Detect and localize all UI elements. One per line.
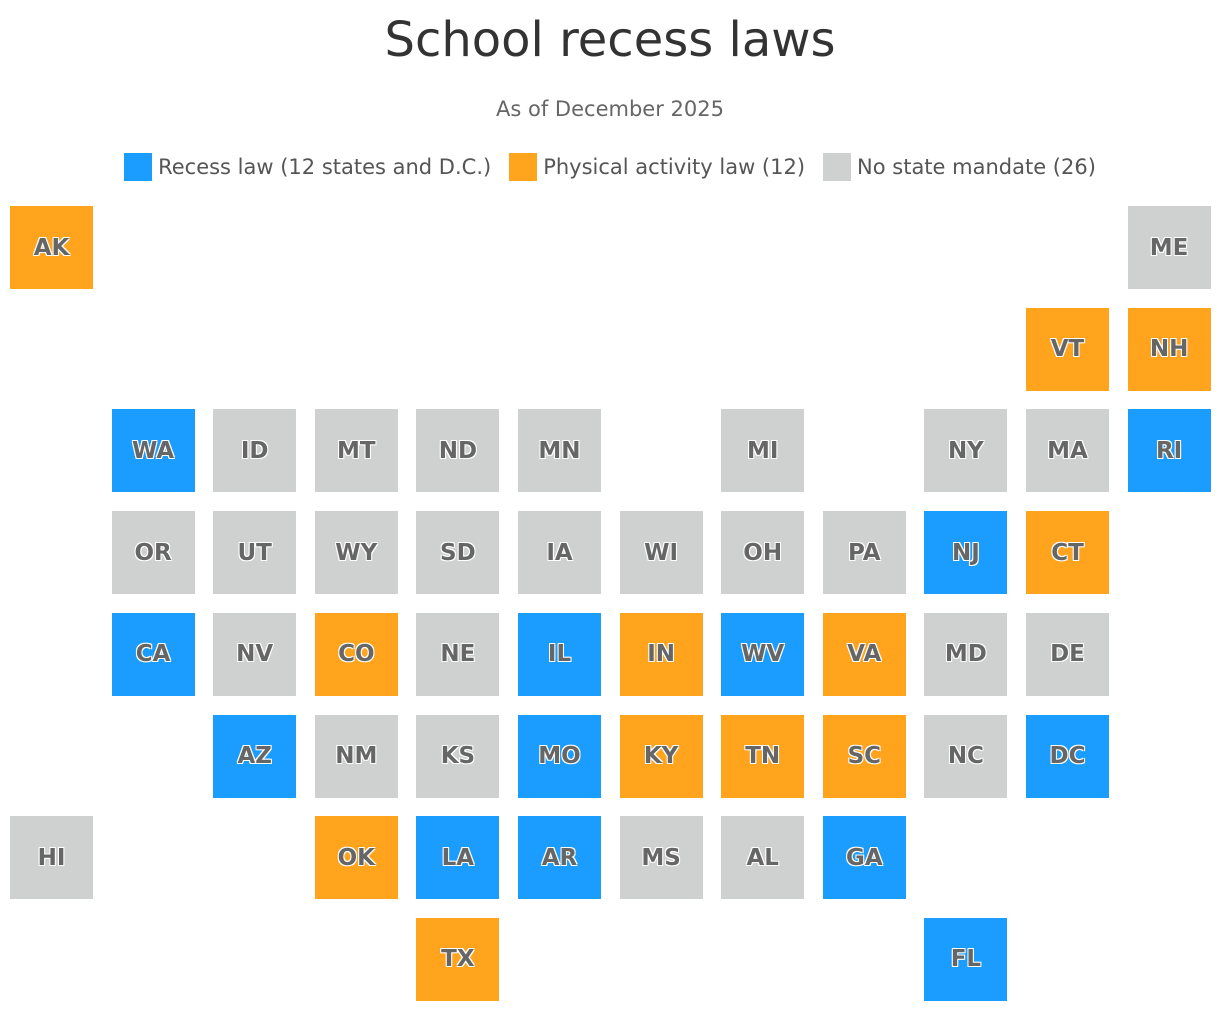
- state-tile: IL: [518, 612, 601, 696]
- state-tile: WY: [314, 511, 398, 595]
- state-tile: TX: [416, 917, 500, 1001]
- legend-swatch: [823, 153, 852, 181]
- state-tile: CA: [111, 612, 195, 696]
- state-tile: PA: [822, 511, 906, 595]
- state-tile: MI: [721, 409, 805, 493]
- state-tile: SD: [416, 511, 500, 595]
- state-tile: MS: [619, 816, 703, 900]
- state-tile: MA: [1026, 409, 1109, 493]
- state-tile: MO: [518, 714, 601, 798]
- state-tile: RI: [1127, 409, 1211, 493]
- state-tile: DC: [1026, 714, 1109, 798]
- legend-swatch: [509, 153, 538, 181]
- state-tile: OR: [111, 511, 195, 595]
- state-tile: AZ: [213, 714, 297, 798]
- state-tile: GA: [822, 816, 906, 900]
- state-tile: NV: [213, 612, 297, 696]
- state-tile: NM: [314, 714, 398, 798]
- state-tile: MD: [924, 612, 1008, 696]
- legend-item: Physical activity law (12): [509, 153, 805, 181]
- state-tile: VT: [1026, 307, 1109, 391]
- legend-swatch: [124, 153, 153, 181]
- subtitle: As of December 2025: [496, 97, 724, 121]
- state-tile: NC: [924, 714, 1008, 798]
- state-tile: LA: [416, 816, 500, 900]
- state-tile: NH: [1127, 307, 1211, 391]
- state-tile: MN: [518, 409, 601, 493]
- legend-item: Recess law (12 states and D.C.): [124, 153, 491, 181]
- state-tile: WA: [111, 409, 195, 493]
- state-tile: KS: [416, 714, 500, 798]
- state-tile: AK: [10, 206, 93, 289]
- state-tile: WV: [721, 612, 805, 696]
- state-tile: AL: [721, 816, 805, 900]
- state-tile: OK: [314, 816, 398, 900]
- state-tile: UT: [213, 511, 297, 595]
- state-tile: NY: [924, 409, 1008, 493]
- state-tile: ME: [1127, 206, 1211, 289]
- state-tile: DE: [1026, 612, 1109, 696]
- state-tile: KY: [619, 714, 703, 798]
- state-tile: NE: [416, 612, 500, 696]
- state-tile: CO: [314, 612, 398, 696]
- state-tile: HI: [10, 816, 93, 900]
- state-tile: FL: [924, 917, 1008, 1001]
- state-tile: ND: [416, 409, 500, 493]
- title: School recess laws: [384, 12, 836, 68]
- legend-label: No state mandate (26): [857, 155, 1096, 179]
- state-tile: SC: [822, 714, 906, 798]
- legend-item: No state mandate (26): [823, 153, 1096, 181]
- state-tile: ID: [213, 409, 297, 493]
- legend-label: Physical activity law (12): [543, 155, 806, 179]
- state-tile: IN: [619, 612, 703, 696]
- state-tile: WI: [619, 511, 703, 595]
- state-tile: OH: [721, 511, 805, 595]
- state-tile: IA: [518, 511, 601, 595]
- state-tile: NJ: [924, 511, 1008, 595]
- state-tile: TN: [721, 714, 805, 798]
- state-tile: MT: [314, 409, 398, 493]
- legend: Recess law (12 states and D.C.) Physical …: [0, 153, 1220, 181]
- state-tile: AR: [518, 816, 601, 900]
- state-tile: VA: [822, 612, 906, 696]
- state-tile: CT: [1026, 511, 1109, 595]
- legend-label: Recess law (12 states and D.C.): [158, 155, 492, 179]
